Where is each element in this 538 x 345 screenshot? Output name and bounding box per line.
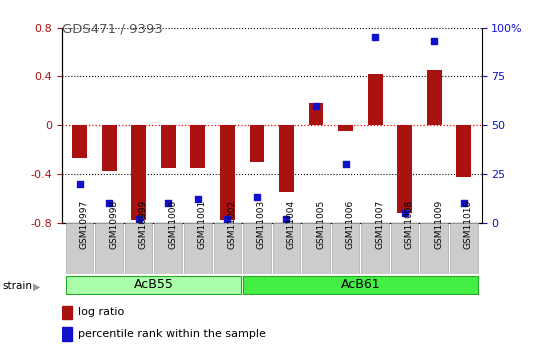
Text: GSM11004: GSM11004: [286, 199, 295, 249]
Text: GSM10997: GSM10997: [80, 199, 89, 249]
Bar: [338, 125, 353, 131]
Bar: [362, 223, 389, 274]
Bar: [397, 125, 412, 213]
Bar: [220, 125, 235, 220]
Text: GSM11010: GSM11010: [464, 199, 473, 249]
Bar: [368, 74, 383, 125]
Bar: [125, 223, 152, 274]
Text: GSM11008: GSM11008: [405, 199, 414, 249]
Text: GSM11002: GSM11002: [228, 199, 236, 249]
Bar: [279, 125, 294, 192]
Bar: [243, 276, 478, 294]
Point: [459, 200, 468, 206]
Text: GSM11000: GSM11000: [168, 199, 177, 249]
Text: GSM11007: GSM11007: [375, 199, 384, 249]
Text: GDS471 / 9393: GDS471 / 9393: [62, 22, 162, 36]
Point: [371, 34, 379, 40]
Bar: [309, 103, 323, 125]
Text: AcB61: AcB61: [341, 278, 380, 291]
Text: GSM11003: GSM11003: [257, 199, 266, 249]
Bar: [456, 125, 471, 177]
Text: GSM10998: GSM10998: [109, 199, 118, 249]
Text: GSM11009: GSM11009: [434, 199, 443, 249]
Bar: [66, 276, 241, 294]
Point: [312, 103, 320, 108]
Text: GSM11005: GSM11005: [316, 199, 325, 249]
Bar: [302, 223, 330, 274]
Text: log ratio: log ratio: [78, 307, 124, 317]
Point: [341, 161, 350, 167]
Bar: [427, 70, 442, 125]
Bar: [332, 223, 359, 274]
Point: [430, 39, 438, 44]
Text: percentile rank within the sample: percentile rank within the sample: [78, 329, 266, 339]
Point: [75, 181, 84, 186]
Point: [400, 210, 409, 216]
Point: [223, 216, 232, 221]
Bar: [72, 125, 87, 158]
Bar: [62, 327, 72, 341]
Bar: [243, 223, 271, 274]
Text: GSM10999: GSM10999: [139, 199, 148, 249]
Bar: [214, 223, 241, 274]
Text: ▶: ▶: [33, 282, 41, 291]
Bar: [450, 223, 478, 274]
Bar: [391, 223, 419, 274]
Bar: [184, 223, 211, 274]
Bar: [131, 125, 146, 220]
Bar: [102, 125, 117, 171]
Point: [164, 200, 173, 206]
Bar: [66, 223, 94, 274]
Bar: [250, 125, 264, 161]
Text: GSM11006: GSM11006: [345, 199, 355, 249]
Bar: [95, 223, 123, 274]
Text: strain: strain: [3, 282, 33, 291]
Bar: [62, 306, 72, 319]
Bar: [190, 125, 205, 168]
Point: [253, 195, 261, 200]
Point: [134, 216, 143, 221]
Bar: [154, 223, 182, 274]
Bar: [161, 125, 175, 168]
Bar: [420, 223, 448, 274]
Text: AcB55: AcB55: [133, 278, 173, 291]
Point: [194, 196, 202, 202]
Point: [282, 216, 291, 221]
Text: GSM11001: GSM11001: [198, 199, 207, 249]
Point: [105, 200, 114, 206]
Bar: [273, 223, 300, 274]
